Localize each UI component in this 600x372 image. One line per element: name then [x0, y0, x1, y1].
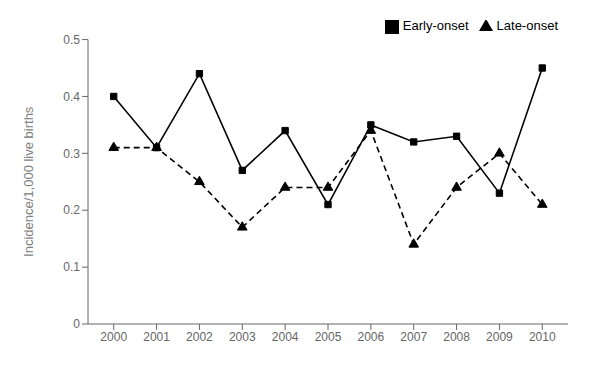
- svg-text:0.1: 0.1: [63, 260, 80, 274]
- svg-text:2003: 2003: [229, 330, 256, 344]
- svg-text:2002: 2002: [186, 330, 213, 344]
- svg-text:2001: 2001: [143, 330, 170, 344]
- svg-text:0.3: 0.3: [63, 147, 80, 161]
- html-text:Early-onset: Early-onset: [402, 18, 469, 33]
- svg-text:0: 0: [73, 317, 80, 331]
- svg-text:2009: 2009: [486, 330, 513, 344]
- svg-text:0.5: 0.5: [63, 33, 80, 47]
- svg-text:2006: 2006: [358, 330, 385, 344]
- svg-text:2005: 2005: [315, 330, 342, 344]
- svg-text:2007: 2007: [400, 330, 427, 344]
- html-text:Late-onset: Late-onset: [496, 18, 558, 33]
- svg-text:0.4: 0.4: [63, 90, 80, 104]
- svg-text:2008: 2008: [443, 330, 470, 344]
- svg-text:Incidence/1,000 live births: Incidence/1,000 live births: [21, 106, 36, 257]
- svg-text:2004: 2004: [272, 330, 299, 344]
- svg-text:0.2: 0.2: [63, 203, 80, 217]
- svg-text:2010: 2010: [529, 330, 556, 344]
- svg-text:2000: 2000: [100, 330, 127, 344]
